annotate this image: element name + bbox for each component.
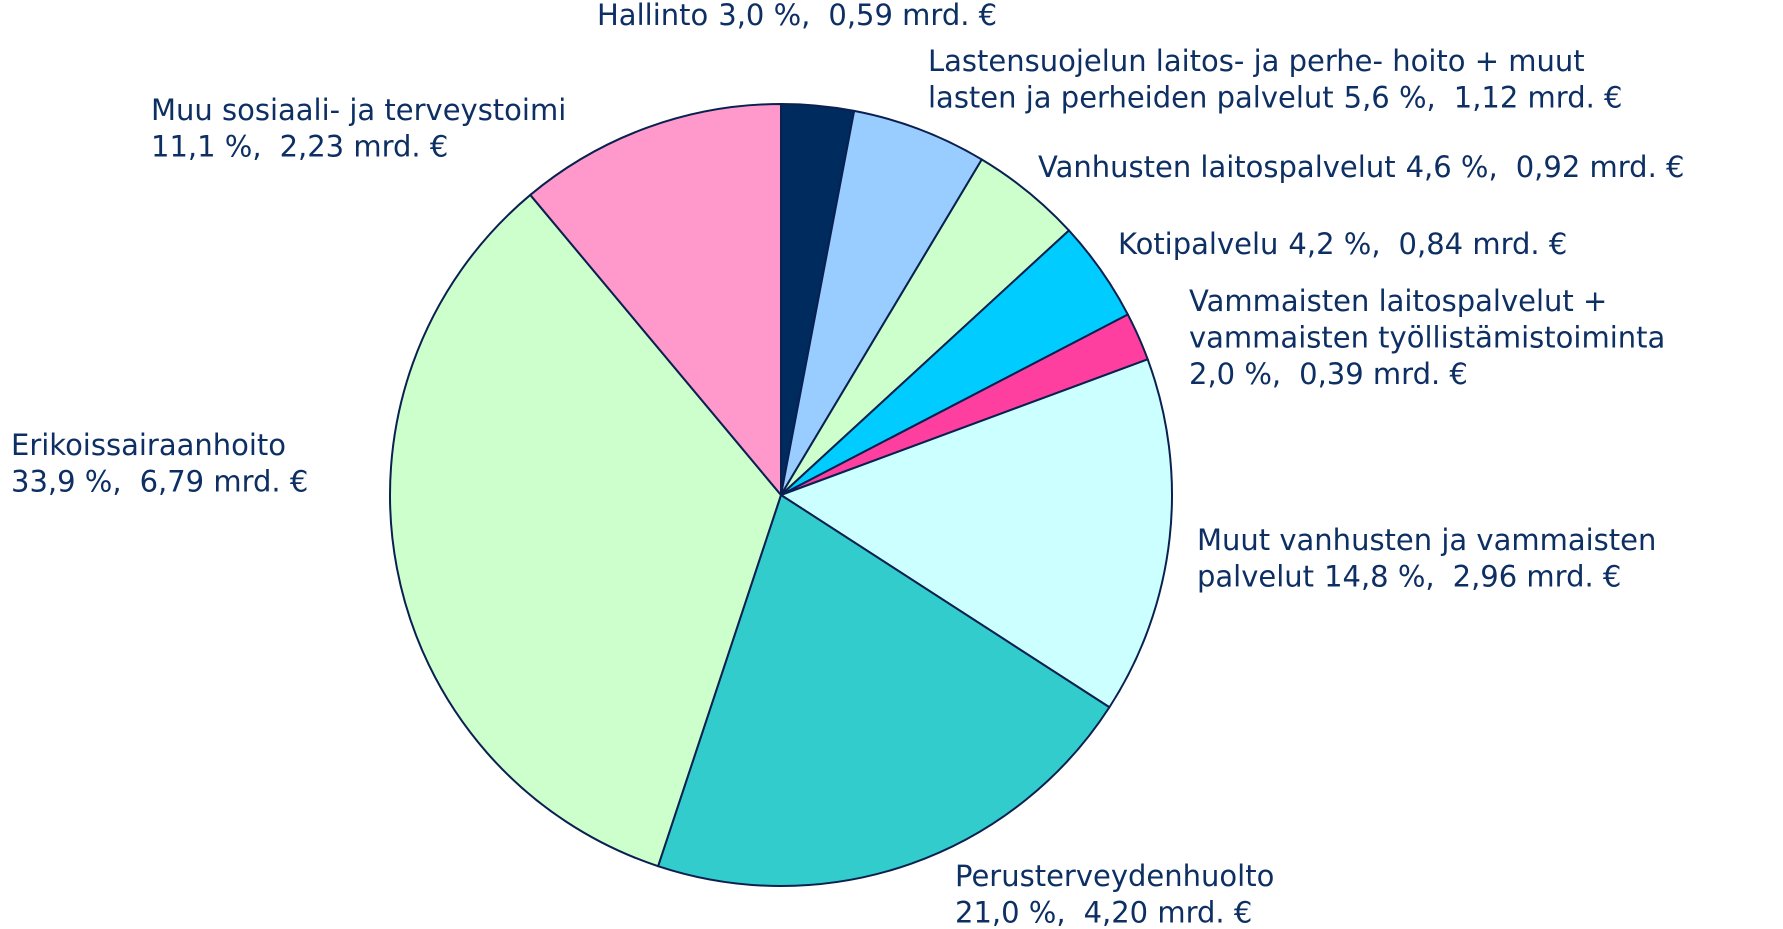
category-label: vammaisten työllistämistoiminta bbox=[1189, 321, 1665, 355]
category-label: Muut vanhusten ja vammaisten bbox=[1197, 523, 1656, 557]
slice-label: Vammaisten laitospalvelut + vammaisten ty… bbox=[1189, 284, 1665, 391]
value-label: 33,9 %, bbox=[11, 465, 122, 499]
value-label: 4,2 %, bbox=[1288, 227, 1380, 261]
category-label: Perusterveydenhuolto bbox=[955, 859, 1274, 893]
amount-label: 0,84 mrd. € bbox=[1399, 227, 1568, 261]
slice-label: Muut vanhusten ja vammaisten palvelut 14,8… bbox=[1197, 523, 1656, 594]
slice-label: Muu sosiaali- ja terveystoimi 11,1 %, 2,23… bbox=[151, 93, 566, 164]
pie-slice bbox=[780, 109, 983, 496]
slice-label: Erikoissairaanhoito 33,9 %, 6,79 mrd. € bbox=[11, 428, 308, 499]
slice-label: Lastensuojelun laitos- ja perhe- hoito +… bbox=[928, 44, 1623, 115]
category-label: Kotipalvelu bbox=[1118, 227, 1278, 261]
value-label: 2,0 %, bbox=[1189, 357, 1281, 391]
slice-label: Perusterveydenhuolto 21,0 %, 4,20 mrd. € bbox=[955, 859, 1274, 929]
slice-label: Hallinto 3,0 %, 0,59 mrd. € bbox=[597, 0, 997, 32]
category-label: Lastensuojelun laitos- ja perhe- hoito +… bbox=[928, 44, 1585, 78]
amount-label: 2,23 mrd. € bbox=[280, 130, 449, 164]
value-label: 5,6 %, bbox=[1344, 81, 1436, 115]
pie-slice bbox=[389, 193, 782, 868]
slice-label: Kotipalvelu 4,2 %, 0,84 mrd. € bbox=[1118, 227, 1567, 261]
amount-label: 1,12 mrd. € bbox=[1454, 81, 1623, 115]
amount-label: 2,96 mrd. € bbox=[1453, 560, 1622, 594]
category-label: Vanhusten laitospalvelut bbox=[1038, 150, 1396, 184]
category-label: Vammaisten laitospalvelut + bbox=[1189, 284, 1607, 318]
category-label: Erikoissairaanhoito bbox=[11, 428, 286, 462]
amount-label: 0,39 mrd. € bbox=[1299, 357, 1468, 391]
pie-slice bbox=[780, 358, 1173, 709]
amount-label: 4,20 mrd. € bbox=[1084, 896, 1253, 929]
pie-slice bbox=[657, 494, 1111, 887]
category-label: Muu sosiaali- ja terveystoimi bbox=[151, 93, 566, 127]
category-label: lasten ja perheiden palvelut bbox=[928, 81, 1334, 115]
category-label: palvelut bbox=[1197, 560, 1314, 594]
amount-label: 6,79 mrd. € bbox=[140, 465, 309, 499]
category-label: Hallinto bbox=[597, 0, 708, 32]
value-label: 3,0 %, bbox=[718, 0, 810, 32]
value-label: 4,6 %, bbox=[1406, 150, 1498, 184]
value-label: 14,8 %, bbox=[1324, 560, 1435, 594]
pie-slice bbox=[529, 103, 782, 496]
amount-label: 0,92 mrd. € bbox=[1516, 150, 1685, 184]
slice-label: Vanhusten laitospalvelut 4,6 %, 0,92 mrd. … bbox=[1038, 150, 1684, 184]
value-label: 11,1 %, bbox=[151, 130, 262, 164]
value-label: 21,0 %, bbox=[955, 896, 1066, 929]
amount-label: 0,59 mrd. € bbox=[828, 0, 997, 32]
